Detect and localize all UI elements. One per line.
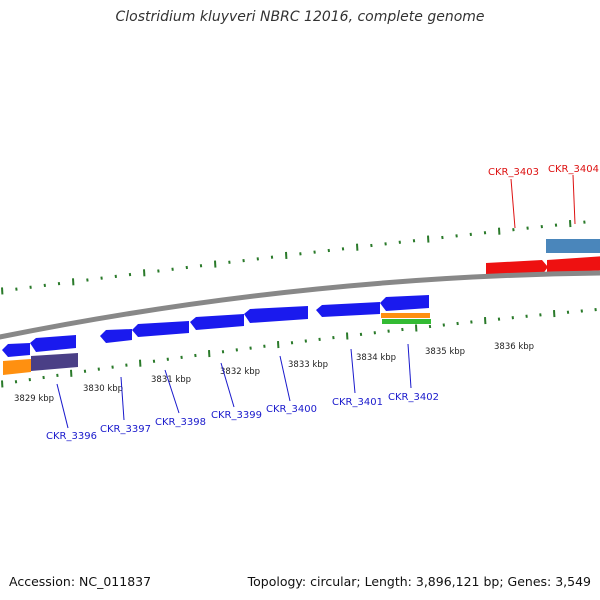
gene-ckr-3404[interactable] [547, 256, 600, 274]
gene-ckr-3400[interactable] [244, 306, 308, 323]
forward-genes [486, 239, 600, 277]
genome-backbone [0, 270, 600, 340]
scale-label: 3829 kbp [14, 394, 54, 404]
inner-tick-track [1, 308, 597, 388]
feature-orange-3402[interactable] [381, 313, 430, 318]
scale-label: 3831 kbp [151, 375, 191, 385]
scale-labels: 3829 kbp 3830 kbp 3831 kbp 3832 kbp 3833… [14, 342, 534, 404]
scale-label: 3830 kbp [83, 384, 123, 394]
feature-purple-3396[interactable] [31, 353, 78, 371]
gene-label-ckr-3400[interactable]: CKR_3400 [266, 404, 317, 415]
accession-text: Accession: NC_011837 [9, 574, 152, 589]
gene-ckr-3398[interactable] [132, 321, 189, 337]
scale-label: 3834 kbp [356, 353, 396, 363]
gene-label-ckr-3397[interactable]: CKR_3397 [100, 424, 151, 435]
feature-orange-3396[interactable] [3, 359, 31, 375]
scale-label: 3835 kbp [425, 347, 465, 357]
gene-label-ckr-3396[interactable]: CKR_3396 [46, 431, 97, 442]
scale-label: 3836 kbp [494, 342, 534, 352]
gene-labels: CKR_3396 CKR_3397 CKR_3398 CKR_3399 CKR_… [46, 164, 599, 442]
gene-label-ckr-3399[interactable]: CKR_3399 [211, 410, 262, 421]
gene-ckr-3401[interactable] [316, 302, 380, 317]
reverse-genes [2, 295, 431, 375]
feature-green-3402[interactable] [382, 319, 431, 324]
gene-label-ckr-3401[interactable]: CKR_3401 [332, 397, 383, 408]
gene-ckr-3404-other[interactable] [546, 239, 600, 253]
gene-ckr-3402[interactable] [380, 295, 429, 311]
genome-summary-text: Topology: circular; Length: 3,896,121 bp… [247, 574, 591, 589]
gene-ckr-3396-a[interactable] [2, 343, 30, 357]
gene-label-ckr-3403[interactable]: CKR_3403 [488, 167, 539, 178]
gene-label-ckr-3404[interactable]: CKR_3404 [548, 164, 599, 175]
scale-label: 3833 kbp [288, 360, 328, 370]
gene-label-ckr-3398[interactable]: CKR_3398 [155, 417, 206, 428]
gene-ckr-3396[interactable] [30, 335, 76, 352]
gene-label-ckr-3402[interactable]: CKR_3402 [388, 392, 439, 403]
outer-tick-track [1, 220, 586, 295]
gene-ckr-3399[interactable] [190, 314, 244, 330]
scale-label: 3832 kbp [220, 367, 260, 377]
gene-ckr-3397[interactable] [100, 329, 132, 343]
label-leaders [56, 174, 576, 429]
genome-title: Clostridium kluyveri NBRC 12016, complet… [115, 9, 485, 25]
